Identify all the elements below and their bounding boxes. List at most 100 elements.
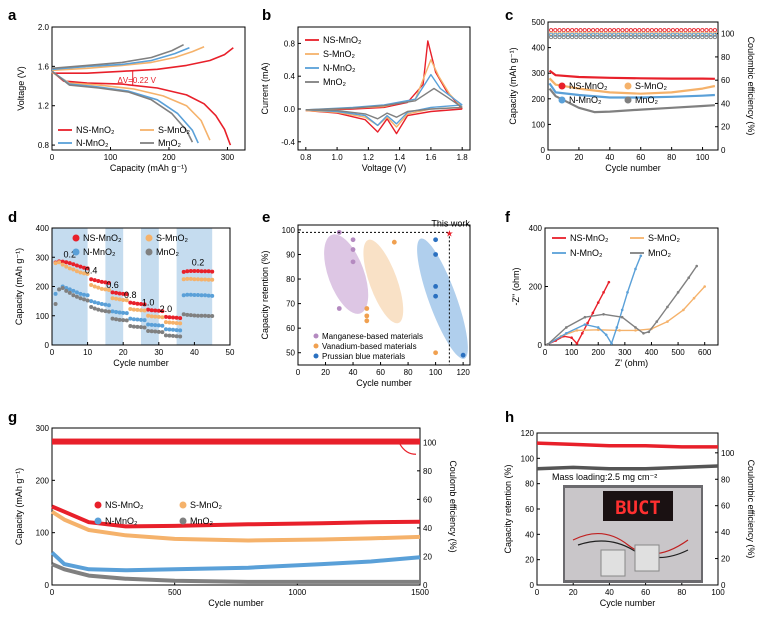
panel-a-series-S-MnO₂-charge [51,45,205,72]
panel-g-xtick-label: 0 [50,588,55,597]
panel-a-annotation: ΔV=0.22 V [118,76,157,85]
panel-f-point-N-MnO₂ [596,326,600,329]
panel-d-point-N-MnO₂ [131,317,136,322]
panel-e-group-ellipse [363,239,404,324]
panel-f-point-MnO₂ [676,291,680,294]
panel-d-point-MnO₂ [188,313,193,318]
panel-d-point-MnO₂ [192,313,197,318]
panel-d-point-N-MnO₂ [153,323,158,328]
panel-c-ce-point [607,28,612,33]
panel-c-ce-point [696,32,701,37]
panel-d-point-S-MnO₂ [171,320,176,325]
panel-d-point-MnO₂ [106,309,111,314]
panel-d-point-S-MnO₂ [121,297,126,302]
panel-f-point-MnO₂ [642,332,645,335]
panel-c-ce-point [549,35,554,40]
panel-h-ytick-label: 80 [525,480,534,489]
panel-d-point-S-MnO₂ [146,313,151,318]
panel-c-ce-point [687,35,692,40]
panel-d-point-S-MnO₂ [103,287,108,292]
panel-d-point-S-MnO₂ [53,261,58,266]
panel-b-xlabel: Voltage (V) [362,163,407,173]
panel-c-legend-n-marker [558,96,566,104]
panel-c-ce-point [687,28,692,33]
panel-f-point-S-MnO₂ [682,308,685,312]
panel-g-ylabel: Capacity (mAh g⁻¹) [14,468,24,545]
panel-d-ytick-label: 200 [36,283,50,292]
panel-d-point-MnO₂ [85,298,90,303]
panel-h-ytick-label: 60 [525,505,534,514]
panel-g-legend-ns-marker [94,501,102,509]
panel-h-ytick-label: 120 [521,429,535,438]
panel-e-xtick-label: 100 [429,368,443,377]
panel-f-point-N-MnO₂ [634,267,637,271]
panel-d-legend-n-marker [72,248,80,256]
panel-d-point-N-MnO₂ [85,293,90,298]
panel-c-ce-point [658,35,663,40]
panel-d-rate-label: 0.4 [85,265,98,275]
panel-h-xtick-label: 80 [677,588,686,597]
panel-b-ylabel: Current (mA) [260,62,270,114]
panel-d-point-MnO₂ [195,313,200,318]
panel-c-ce-point [616,35,621,40]
panel-d-point-N-MnO₂ [78,291,83,296]
panel-d-ylabel: Capacity (mAh g⁻¹) [14,248,24,325]
panel-g-legend-n-label: N-MnO₂ [105,516,138,526]
panel-a-ytick-label: 2.0 [38,23,50,32]
panel-d-point-NS-MnO₂ [103,280,108,285]
panel-d-rate-label: 0.6 [106,280,119,290]
panel-g-xtick-label: 500 [168,588,182,597]
panel-d-point-NS-MnO₂ [146,307,151,312]
panel-c-ce-point [586,32,591,37]
panel-g-xtick-label: 1500 [411,588,429,597]
panel-d-point-MnO₂ [178,334,183,339]
panel-b-frame [297,26,471,151]
panel-d-point-S-MnO₂ [131,307,136,312]
panel-f-point-NS-MnO₂ [580,332,584,335]
panel-c-y2tick-label: 100 [721,30,735,39]
panel-c-y2tick-label: 0 [721,146,726,155]
panel-c-ce-point [637,28,642,33]
panel-g-legend-m-marker [179,517,187,525]
panel-f-ytick-label: 0 [538,341,543,350]
panel-d-point-N-MnO₂ [160,323,165,328]
panel-c-y2label: Coulombic efficiency (%) [746,37,756,136]
panel-d-xtick-label: 50 [226,348,235,357]
panel-d-point-NS-MnO₂ [121,291,126,296]
panel-c-ce-point [675,32,680,37]
panel-f-point-S-MnO₂ [666,320,669,323]
panel-f-point-NS-MnO₂ [596,301,600,304]
panel-d-point-N-MnO₂ [89,299,94,304]
panel-c-ce-point [704,35,709,40]
panel-e-annotation: This work [431,218,470,228]
panel-f-ytick-label: 200 [529,283,543,292]
panel-d-point-NS-MnO₂ [99,279,104,284]
panel-d-point-S-MnO₂ [174,321,179,326]
panel-c-ce-point [633,28,638,33]
panel-d-point-MnO₂ [64,288,69,293]
panel-a-xlabel: Capacity (mAh g⁻¹) [110,163,187,173]
panel-b-xtick-label: 1.4 [394,153,406,162]
panel-c-ce-point [616,32,621,37]
panel-c-ce-point [666,35,671,40]
panel-a-legend-n-label: N-MnO₂ [76,138,109,148]
panel-e-point [364,313,370,319]
panel-e-point [433,252,438,257]
panel-g-y2tick-label: 100 [423,438,437,447]
panel-c-ce-point [708,32,713,37]
panel-c-ce-point [628,35,633,40]
panel-d-point-N-MnO₂ [156,323,161,328]
panel-d-letter: d [8,209,17,226]
panel-d-point-S-MnO₂ [160,315,165,320]
panel-e-ytick-label: 50 [286,349,295,358]
panel-d-legend-ns-marker [72,234,80,242]
panel-d-point-MnO₂ [128,323,133,328]
panel-d-point-N-MnO₂ [163,327,168,332]
panel-a-frame [51,26,246,151]
panel-b-series-N-MnO₂-anodic [305,73,463,111]
panel-c-ytick-label: 300 [532,69,546,78]
panel-e-xtick-label: 60 [376,368,385,377]
panel-b-series-N-MnO₂-cathodic [305,104,463,127]
panel-e-point [391,239,397,245]
panel-h-letter: h [505,409,514,426]
